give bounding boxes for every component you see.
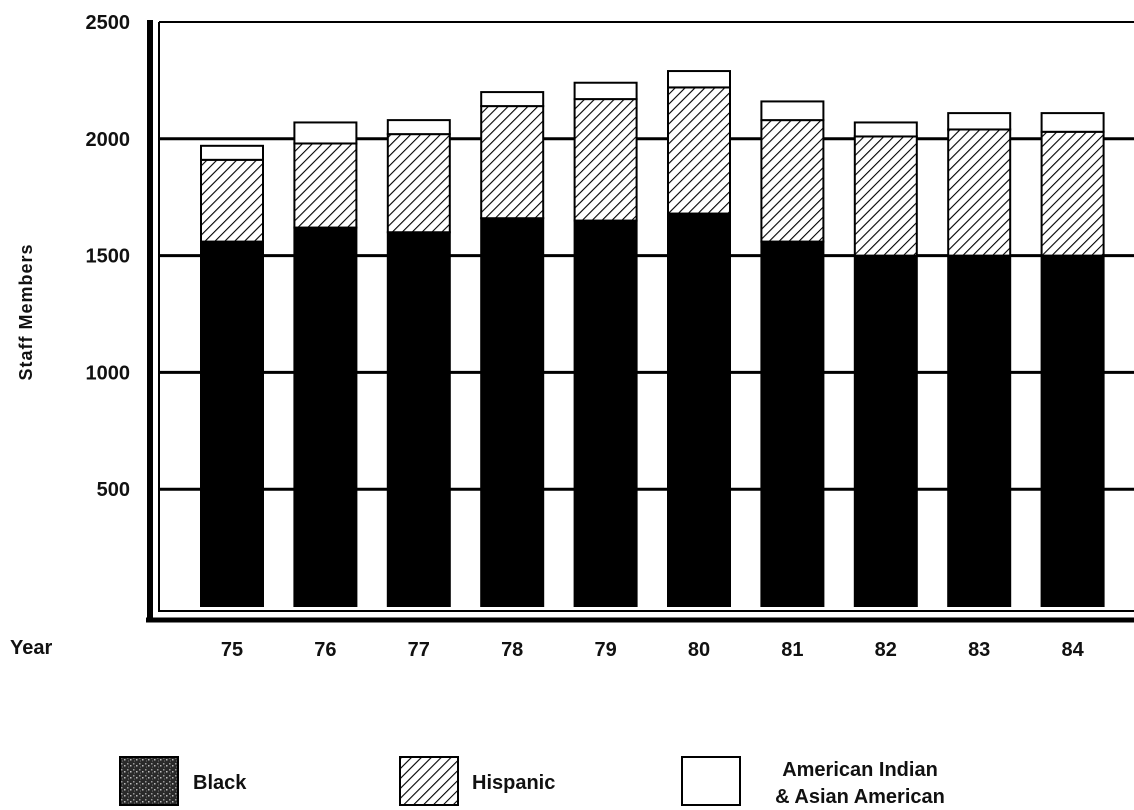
legend-swatch-1	[399, 756, 459, 806]
plot-frame	[146, 20, 1134, 623]
bar-83-series-0	[947, 254, 1012, 607]
x-tick-label-81: 81	[781, 639, 803, 661]
bar-81-series-0	[760, 240, 825, 607]
bar-81-series-2	[760, 100, 825, 122]
bar-78-series-0	[480, 217, 545, 607]
bar-82-series-1	[853, 135, 918, 257]
y-tick-label-2000: 2000	[86, 129, 131, 151]
bar-75-series-1	[200, 158, 264, 243]
legend-swatch-2	[681, 756, 741, 806]
legend-swatch-0	[119, 756, 179, 806]
x-tick-label-82: 82	[875, 639, 897, 661]
x-tick-label-80: 80	[688, 639, 710, 661]
x-tick-label-83: 83	[968, 639, 990, 661]
bar-78-series-1	[480, 105, 545, 220]
bar-76-series-0	[293, 226, 358, 607]
bar-79-series-1	[573, 98, 638, 222]
bar-80-series-1	[667, 86, 731, 215]
y-tick-label-500: 500	[97, 479, 130, 501]
bar-82-series-2	[853, 121, 918, 138]
x-tick-labels: 75 76 77 78 79 80 81 82 83 84	[221, 639, 1085, 661]
y-axis-label: Staff Members	[16, 243, 36, 380]
bar-80-series-0	[667, 212, 731, 607]
bar-75-series-0	[200, 240, 264, 607]
bar-84-series-2	[1040, 112, 1105, 133]
bar-79-series-0	[573, 219, 638, 607]
legend-label-2-line-1: & Asian American	[775, 786, 945, 808]
bar-77-series-1	[386, 133, 451, 234]
x-axis-label: Year	[10, 637, 52, 659]
x-tick-label-84: 84	[1061, 639, 1084, 661]
x-tick-label-75: 75	[221, 639, 243, 661]
bar-75-series-2	[200, 144, 264, 161]
y-tick-labels: 500 1000 1500 2000 2500	[86, 12, 131, 501]
x-tick-label-78: 78	[501, 639, 523, 661]
bar-78-series-2	[480, 91, 545, 108]
bar-83-series-1	[947, 128, 1012, 257]
bar-84-series-0	[1040, 254, 1105, 607]
y-tick-label-2500: 2500	[86, 12, 131, 34]
legend-label-1: Hispanic	[472, 772, 555, 794]
legend: Black Hispanic American Indian & Asian Amer…	[119, 756, 945, 808]
bar-79-series-2	[573, 81, 638, 101]
bar-76-series-2	[293, 121, 358, 145]
bars	[200, 70, 1105, 608]
bar-82-series-0	[853, 254, 918, 607]
bar-76-series-1	[293, 142, 358, 229]
bar-83-series-2	[947, 112, 1012, 131]
bar-80-series-2	[667, 70, 731, 89]
x-tick-label-77: 77	[408, 639, 430, 661]
legend-label-0: Black	[193, 772, 247, 794]
bar-84-series-1	[1040, 130, 1105, 257]
bar-77-series-0	[386, 231, 451, 608]
x-tick-label-79: 79	[594, 639, 616, 661]
bar-81-series-1	[760, 119, 825, 243]
y-tick-label-1000: 1000	[86, 362, 131, 384]
y-tick-label-1500: 1500	[86, 246, 131, 268]
x-tick-label-76: 76	[314, 639, 336, 661]
bar-77-series-2	[386, 119, 451, 136]
legend-label-2-line-0: American Indian	[782, 759, 938, 781]
